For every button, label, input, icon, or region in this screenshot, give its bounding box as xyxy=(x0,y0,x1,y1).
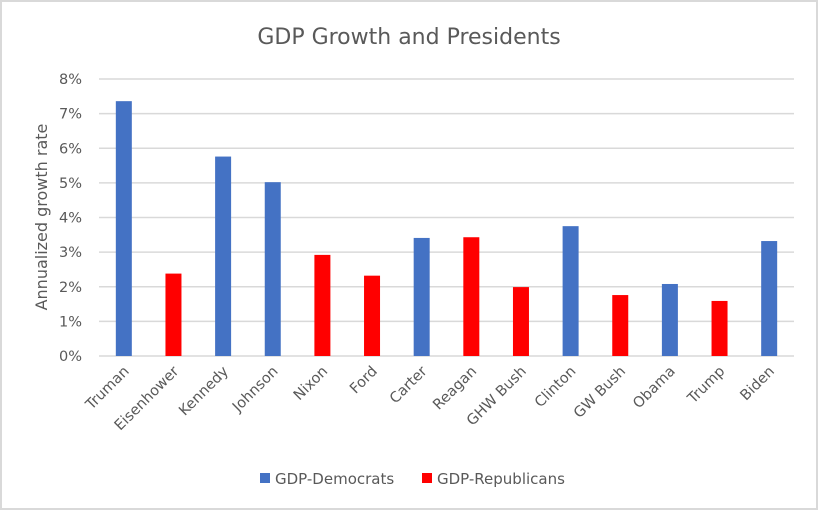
y-tick-label: 3% xyxy=(59,245,82,261)
x-tick-label: Trump xyxy=(684,364,728,408)
bar-obama xyxy=(661,283,678,356)
y-tick-label: 8% xyxy=(59,72,82,88)
x-tick-label: GW Bush xyxy=(571,364,629,422)
bar-nixon xyxy=(314,254,331,356)
bar-ford xyxy=(364,275,381,356)
legend-swatch-democrats xyxy=(260,473,270,483)
bars xyxy=(115,101,778,356)
bar-trump xyxy=(711,300,728,356)
legend-swatch-republicans xyxy=(422,473,432,483)
y-tick-label: 5% xyxy=(59,176,82,192)
y-axis-label: Annualized growth rate xyxy=(32,124,51,311)
legend-item-democrats[interactable]: GDP-Democrats xyxy=(260,470,394,488)
bar-truman xyxy=(115,101,132,356)
x-tick-label: Ford xyxy=(347,364,381,398)
x-tick-label: Obama xyxy=(630,364,678,412)
bar-kennedy xyxy=(215,156,232,356)
y-tick-label: 6% xyxy=(59,141,82,157)
bar-carter xyxy=(413,237,430,356)
x-tick-label: Kennedy xyxy=(176,363,232,419)
y-tick-label: 7% xyxy=(59,107,82,123)
x-tick-label: Johnson xyxy=(229,364,281,416)
chart-title: GDP Growth and Presidents xyxy=(257,25,560,50)
bar-gw-bush xyxy=(612,295,629,356)
bar-eisenhower xyxy=(165,273,182,356)
legend-label-republicans: GDP-Republicans xyxy=(437,470,565,488)
x-tick-label: Reagan xyxy=(430,364,480,414)
legend: GDP-Democrats GDP-Republicans xyxy=(260,470,565,488)
bar-reagan xyxy=(463,237,480,356)
y-tick-label: 1% xyxy=(59,314,82,330)
y-tick-label: 0% xyxy=(59,349,82,365)
bar-johnson xyxy=(264,182,281,356)
x-tick-label: Carter xyxy=(387,363,431,407)
x-tick-label: Nixon xyxy=(291,364,331,404)
x-tick-label: Clinton xyxy=(532,364,579,411)
y-axis-ticks: 0% 1% 2% 3% 4% 5% 6% 7% 8% xyxy=(59,72,82,365)
x-tick-label: Biden xyxy=(737,364,778,405)
gridlines xyxy=(99,78,794,357)
x-tick-label: Truman xyxy=(82,364,132,414)
legend-label-democrats: GDP-Democrats xyxy=(275,470,394,488)
y-tick-label: 2% xyxy=(59,280,82,296)
legend-item-republicans[interactable]: GDP-Republicans xyxy=(422,470,565,488)
bar-clinton xyxy=(562,226,579,356)
y-tick-label: 4% xyxy=(59,211,82,227)
bar-ghw-bush xyxy=(512,287,529,356)
bar-biden xyxy=(761,241,778,356)
